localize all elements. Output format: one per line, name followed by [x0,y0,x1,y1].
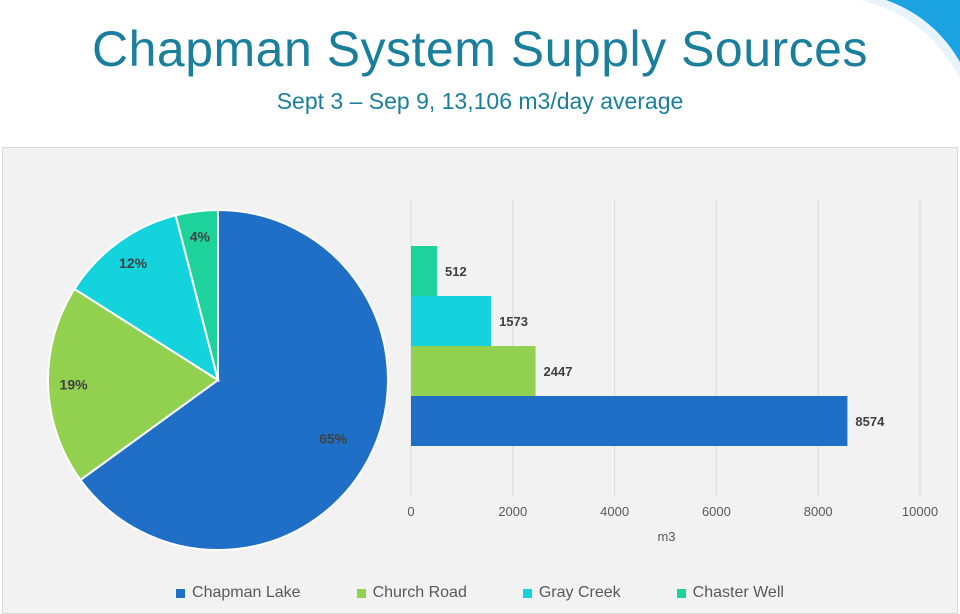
pie-slice-chapman-lake [79,208,389,551]
legend-label-gray-creek: Gray Creek [538,584,621,601]
x-tick-label-8000: 8000 [804,504,833,519]
x-tick-label-0: 0 [407,504,414,519]
legend-label-chaster-well: Chaster Well [692,584,784,601]
pie-slice-gray-creek [73,214,220,383]
pie-label-gray-creek: 12% [119,255,148,271]
bar-chart: 0 2000 4000 6000 8000 10000 m3 8574 2447 1573 512 [407,200,938,544]
bar-label-church-road: 2447 [544,364,573,379]
bar-label-chaster-well: 512 [445,264,467,279]
legend-label-chapman-lake: Chapman Lake [192,584,301,601]
legend-swatch-church-road [356,588,366,598]
pie-slice-church-road [47,287,220,482]
legend-item-chaster-well: Chaster Well [676,584,784,602]
pie-chart: 65% 19% 12% 4% [47,208,389,551]
legend-swatch-gray-creek [522,588,532,598]
x-tick-label-10000: 10000 [902,504,938,519]
pie-label-chaster-well: 4% [190,229,211,245]
x-tick-label-2000: 2000 [498,504,527,519]
page-title: Chapman System Supply Sources [92,21,868,77]
legend-swatch-chaster-well [676,588,686,598]
bar-label-chapman-lake: 8574 [855,414,885,429]
x-axis-title: m3 [657,529,675,544]
bar-chaster-well [411,246,438,296]
chart-legend: Chapman Lake Church Road Gray Creek Chaster… [0,584,960,602]
pie-label-chapman-lake: 65% [319,431,348,447]
legend-swatch-chapman-lake [176,588,186,598]
page-subtitle: Sept 3 – Sep 9, 13,106 m3/day average [276,88,684,114]
legend-label-church-road: Church Road [372,584,467,601]
bar-label-gray-creek: 1573 [499,314,528,329]
pie-slice-chaster-well [174,208,219,381]
legend-item-gray-creek: Gray Creek [522,584,621,602]
legend-item-chapman-lake: Chapman Lake [176,584,301,602]
x-tick-label-4000: 4000 [600,504,629,519]
pie-label-church-road: 19% [60,377,89,393]
bar-church-road [411,346,536,396]
bar-gray-creek [411,296,492,346]
legend-item-church-road: Church Road [356,584,467,602]
bar-chapman-lake [411,396,848,446]
x-tick-label-6000: 6000 [702,504,731,519]
corner-swoosh-decoration [860,0,960,78]
